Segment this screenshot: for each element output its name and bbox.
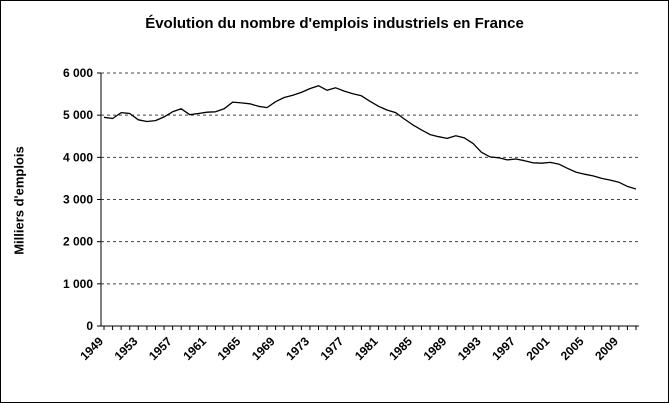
- x-tick-label: 1953: [112, 334, 141, 363]
- x-tick-label: 1985: [386, 334, 415, 363]
- y-tick-label: 3 000: [63, 193, 93, 207]
- x-tick-label: 1989: [421, 334, 450, 363]
- x-tick-label: 1961: [180, 334, 209, 363]
- x-tick-label: 1969: [249, 334, 278, 363]
- x-tick-label: 1997: [489, 334, 518, 363]
- series-line: [103, 85, 637, 190]
- x-tick-label: 1981: [352, 334, 381, 363]
- y-tick-label: 6 000: [63, 66, 93, 80]
- x-tick-label: 1993: [455, 334, 484, 363]
- y-tick-label: 1 000: [63, 277, 93, 291]
- y-tick-label: 4 000: [63, 150, 93, 164]
- chart-title: Évolution du nombre d'emplois industriel…: [145, 15, 524, 32]
- y-tick-label: 0: [86, 319, 93, 333]
- y-tick-label: 5 000: [63, 108, 93, 122]
- x-tick-label: 2005: [558, 334, 587, 363]
- x-tick-label: 1973: [283, 334, 312, 363]
- x-tick-label: 1977: [318, 334, 347, 363]
- x-tick-label: 2001: [524, 334, 553, 363]
- y-tick-label: 2 000: [63, 235, 93, 249]
- x-tick-label: 1965: [215, 334, 244, 363]
- x-tick-label: 2009: [592, 334, 621, 363]
- x-tick-label: 1957: [146, 334, 175, 363]
- x-tick-label: 1949: [77, 334, 106, 363]
